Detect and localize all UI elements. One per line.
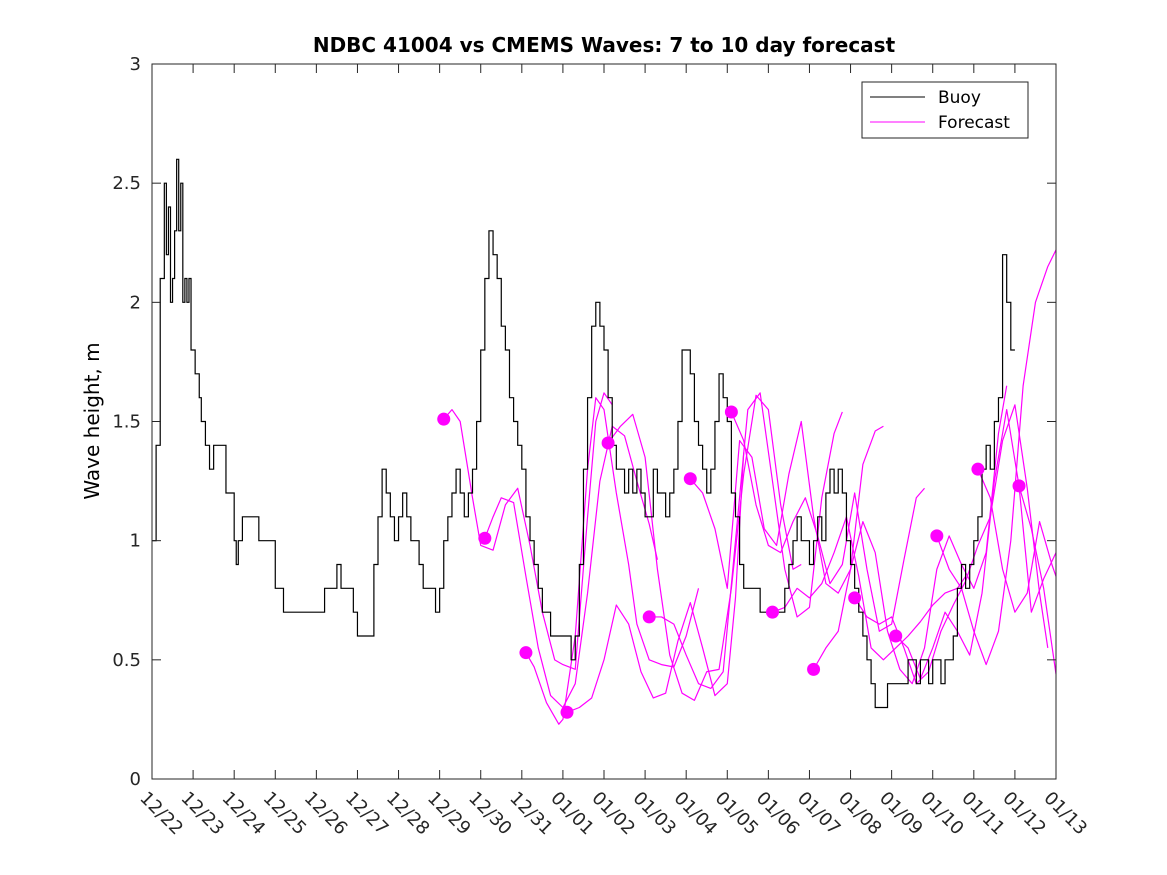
y-tick-label: 1 (130, 531, 141, 552)
forecast-line-12 (895, 408, 1056, 680)
y-tick-label: 1.5 (112, 412, 141, 433)
forecast-start-marker (683, 472, 697, 486)
buoy-series-group (152, 158, 1015, 709)
forecast-line-14 (977, 468, 1056, 613)
forecast-start-marker (807, 662, 821, 676)
forecast-start-marker (642, 610, 656, 624)
forecast-line-13 (936, 249, 1056, 666)
chart-title: NDBC 41004 vs CMEMS Waves: 7 to 10 day f… (313, 33, 896, 57)
forecast-line-4 (566, 452, 745, 713)
forecast-line-6 (649, 392, 843, 690)
forecast-line-1 (443, 392, 613, 670)
forecast-start-marker (519, 646, 533, 660)
y-axis-label: Wave height, m (80, 342, 104, 499)
forecast-start-marker (848, 591, 862, 605)
forecast-line-9 (772, 516, 967, 661)
forecast-start-marker (971, 462, 985, 476)
forecast-start-marker (1012, 479, 1026, 493)
forecast-start-marker (478, 531, 492, 545)
plot-area (152, 158, 1056, 725)
forecast-line-5 (607, 394, 802, 701)
buoy-line (152, 158, 1015, 709)
legend-box (861, 81, 1029, 139)
forecast-start-marker (889, 629, 903, 643)
forecast-line-7 (689, 420, 884, 594)
y-axis-ticks: 0 0.5 1 1.5 2 2.5 3 (112, 54, 1056, 790)
forecast-start-markers (437, 405, 1026, 719)
forecast-start-marker (437, 412, 451, 426)
forecast-line-15 (1018, 485, 1056, 675)
forecast-start-marker (560, 705, 574, 719)
y-tick-label: 2 (130, 292, 141, 313)
legend: Buoy Forecast (861, 81, 1029, 139)
forecast-series-group (443, 249, 1056, 725)
forecast-start-marker (930, 529, 944, 543)
forecast-start-marker (765, 605, 779, 619)
y-tick-label: 2.5 (112, 173, 141, 194)
y-tick-label: 0.5 (112, 650, 141, 671)
legend-label-buoy: Buoy (938, 88, 981, 108)
y-tick-label: 0 (130, 769, 141, 790)
forecast-line-3 (525, 397, 700, 725)
forecast-line-2 (484, 425, 659, 709)
forecast-line-10 (813, 385, 1008, 685)
y-tick-label: 3 (130, 54, 141, 75)
forecast-start-marker (724, 405, 738, 419)
legend-label-forecast: Forecast (938, 113, 1010, 133)
forecast-line-8 (730, 411, 925, 632)
forecast-start-marker (601, 436, 615, 450)
